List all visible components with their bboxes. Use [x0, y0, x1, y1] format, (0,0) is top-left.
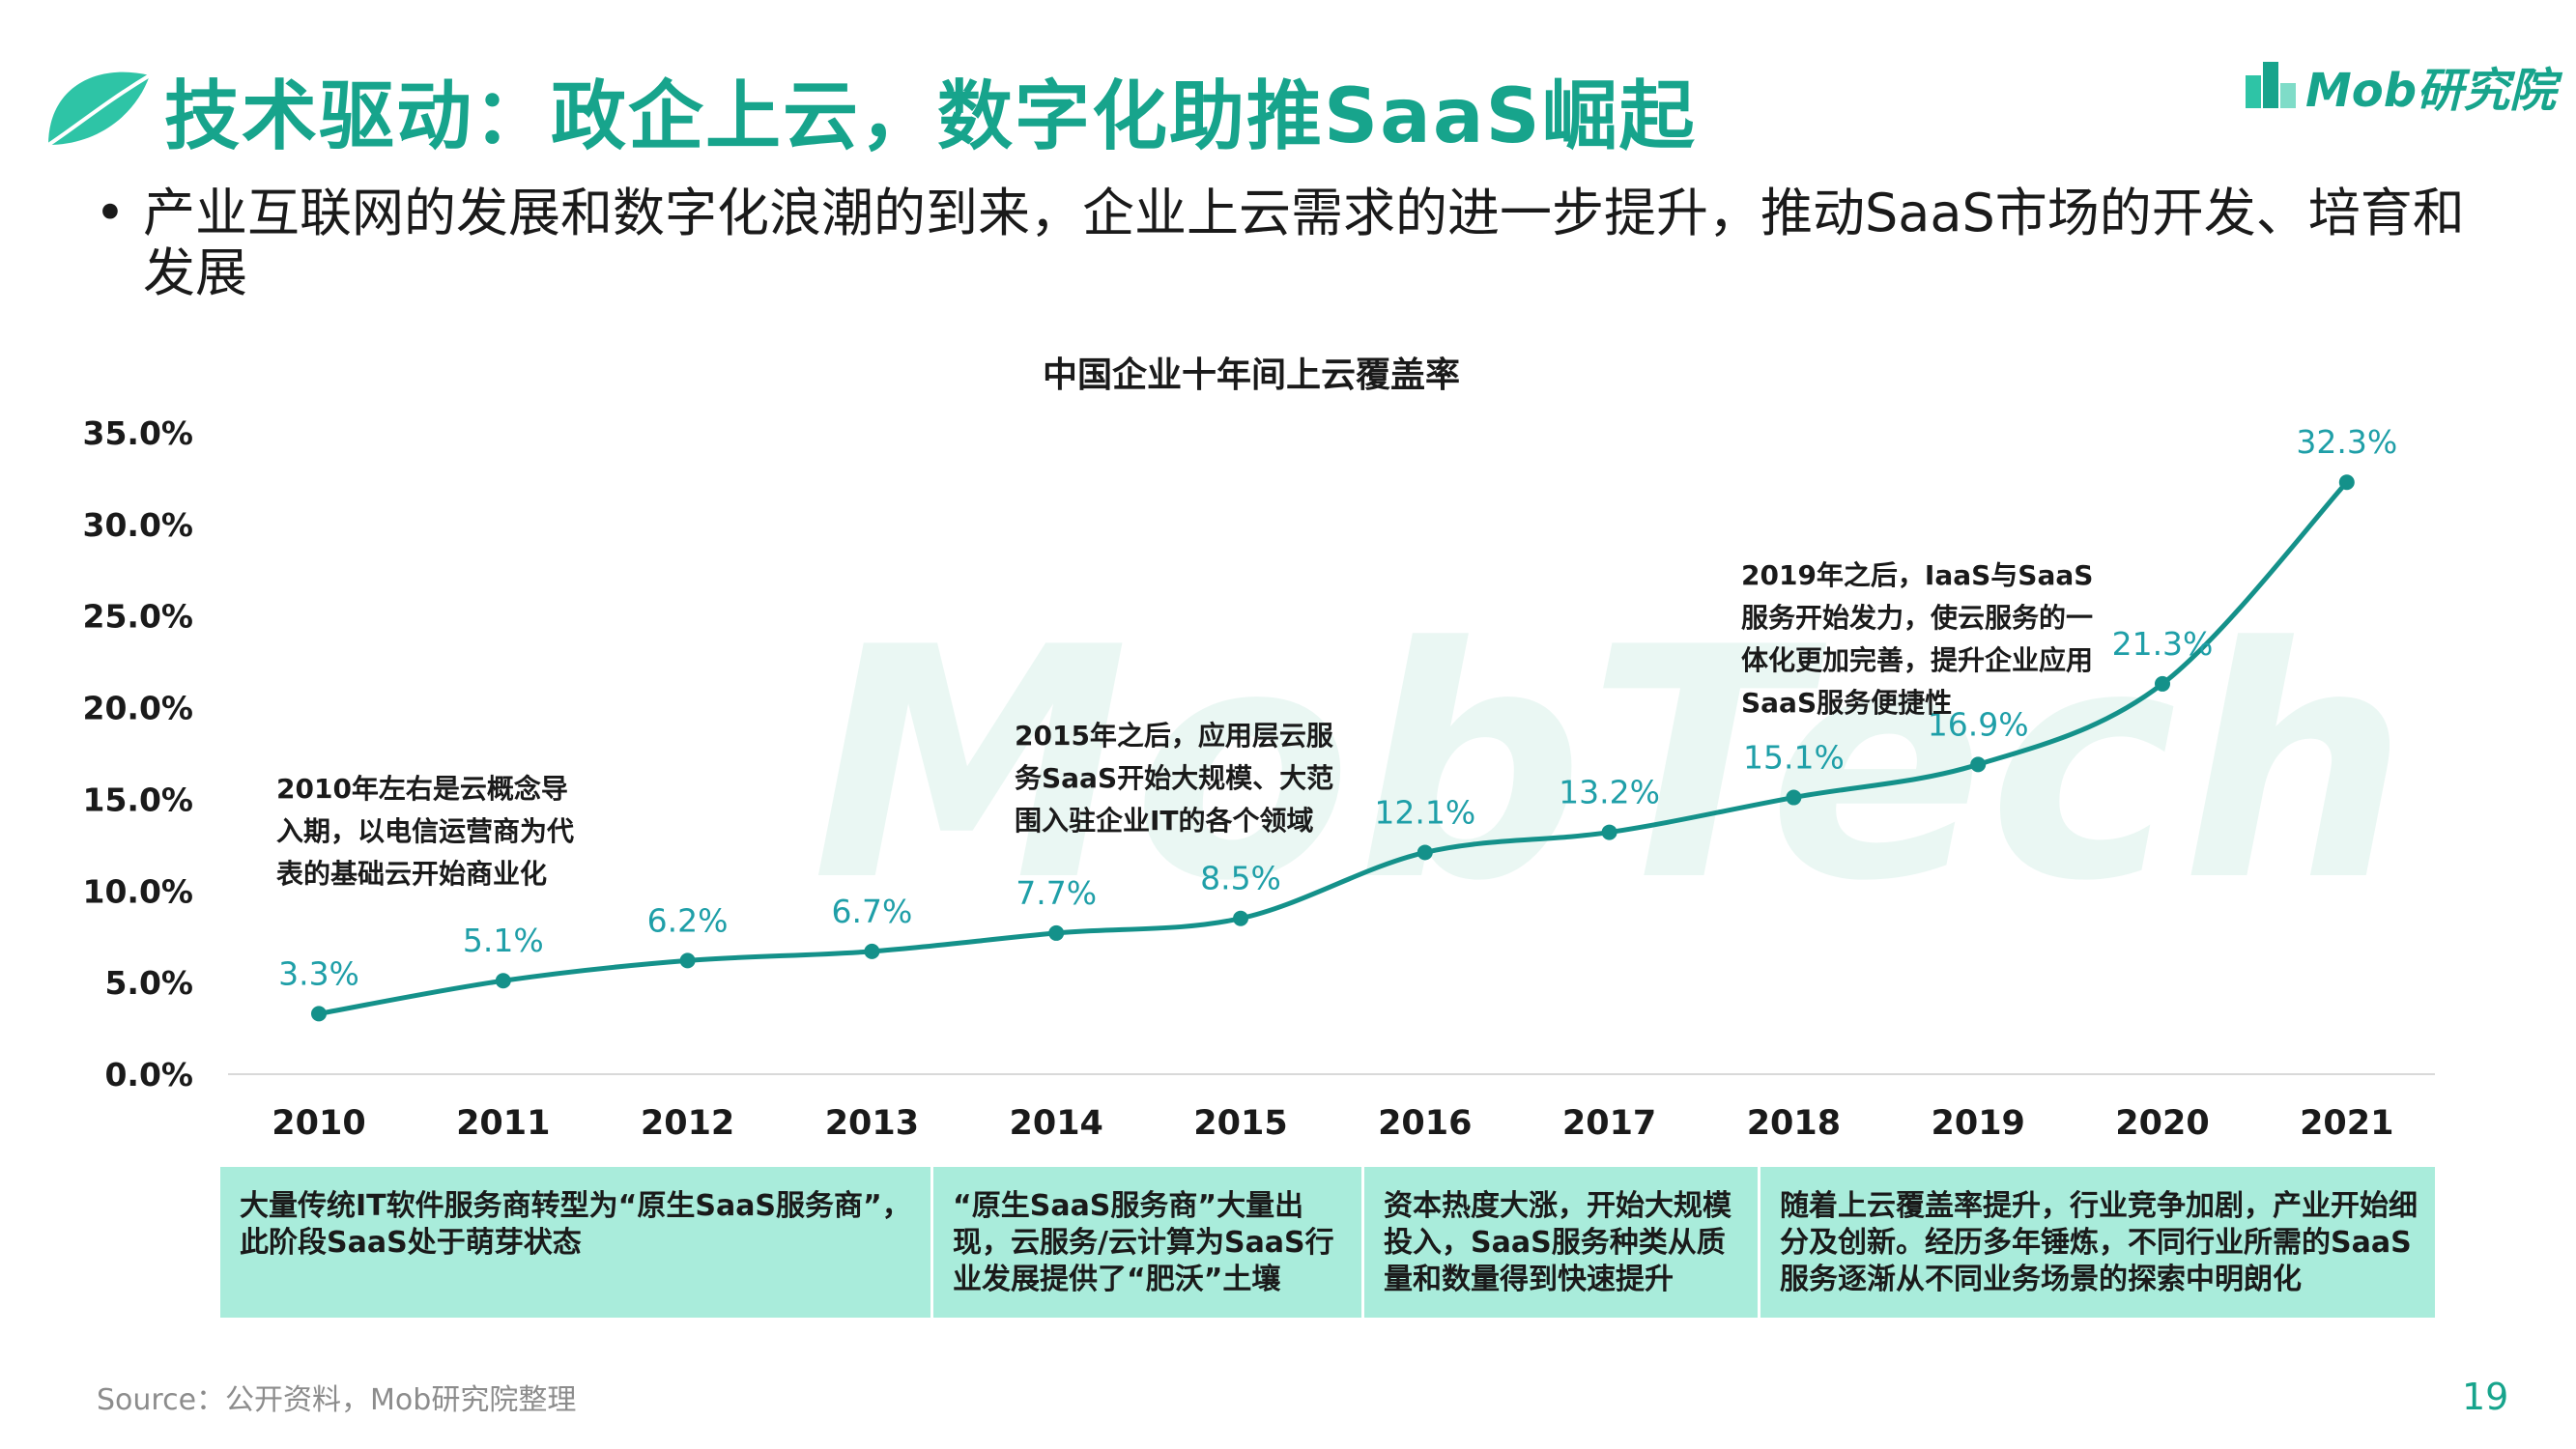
data-point-2015 [1233, 910, 1248, 926]
value-label-2016: 12.1% [1374, 793, 1475, 831]
x-axis-ticks: 2010 2011 2012 2013 2014 2015 2016 2017 2018 2019… [272, 1104, 2393, 1143]
watermark-text: MobTech [812, 580, 2413, 951]
value-label-2017: 13.2% [1559, 774, 1660, 811]
x-tick-label: 2018 [1747, 1104, 1841, 1143]
y-tick-label: 15.0% [83, 781, 194, 818]
value-label-2019: 16.9% [1928, 705, 2029, 743]
bullet-dot-icon: • [95, 183, 126, 243]
annotation-2019: 2019年之后，IaaS与SaaS服务开始发力，使云服务的一体化更加完善，提升企… [1741, 559, 2094, 719]
data-point-2019 [1970, 756, 1987, 773]
value-label-2011: 5.1% [463, 922, 544, 959]
stage-4: 随着上云覆盖率提升，行业竞争加剧，产业开始细分及创新。经历多年锤炼，不同行业所需… [1780, 1189, 2418, 1296]
stage-2: “原生SaaS服务商”大量出现，云服务/云计算为SaaS行业发展提供了“肥沃”土… [933, 1167, 1364, 1318]
logo-building-icon [2246, 62, 2296, 108]
value-label-2015: 8.5% [1200, 860, 1281, 897]
value-label-2012: 6.2% [647, 901, 729, 939]
data-point-2016 [1417, 844, 1433, 861]
data-point-2020 [2155, 675, 2170, 692]
x-tick-label: 2014 [1009, 1104, 1102, 1143]
data-point-2012 [679, 952, 696, 969]
coverage-line-chart: 中国企业十年间上云覆盖率 0.0% 5.0% 10.0% 15.0% 20.0% 25.0… [83, 355, 2435, 1143]
y-tick-label: 5.0% [104, 964, 193, 1002]
data-point-2013 [864, 943, 880, 959]
x-tick-label: 2010 [272, 1104, 365, 1143]
page-title: 技术驱动：政企上云，数字化助推SaaS崛起 [164, 73, 1697, 160]
bullet-text: 产业互联网的发展和数字化浪潮的到来，企业上云需求的进一步提升，推动SaaS市场的… [143, 183, 2465, 303]
stage-band: 大量传统IT软件服务商转型为“原生SaaS服务商”，此阶段SaaS处于萌芽状态 … [220, 1167, 2435, 1318]
value-label-2020: 21.3% [2112, 625, 2214, 663]
data-point-2018 [1786, 789, 1802, 806]
data-point-2010 [311, 1006, 327, 1022]
chart-title: 中国企业十年间上云覆盖率 [1043, 355, 1460, 395]
x-tick-label: 2013 [825, 1104, 919, 1143]
page-number: 19 [2462, 1376, 2509, 1418]
value-label-2014: 7.7% [1016, 874, 1097, 912]
y-tick-label: 10.0% [83, 872, 194, 910]
y-tick-label: 20.0% [83, 690, 194, 727]
x-tick-label: 2015 [1193, 1104, 1287, 1143]
x-tick-label: 2017 [1562, 1104, 1656, 1143]
x-tick-label: 2021 [2300, 1104, 2393, 1143]
data-point-2017 [1601, 824, 1617, 840]
y-tick-label: 35.0% [83, 414, 194, 452]
x-tick-label: 2020 [2115, 1104, 2209, 1143]
title-leaf-icon [46, 71, 152, 147]
series-points [311, 474, 2355, 1022]
data-point-2011 [495, 973, 511, 989]
y-axis-ticks: 0.0% 5.0% 10.0% 15.0% 20.0% 25.0% 30.0% 35.0% [83, 414, 194, 1094]
stage-1: 大量传统IT软件服务商转型为“原生SaaS服务商”，此阶段SaaS处于萌芽状态 [220, 1167, 933, 1318]
data-point-2021 [2338, 474, 2355, 491]
x-tick-label: 2012 [641, 1104, 734, 1143]
logo-text: Mob研究院 [2305, 64, 2557, 118]
x-tick-label: 2019 [1931, 1104, 2024, 1143]
value-label-2013: 6.7% [831, 893, 912, 930]
x-tick-label: 2016 [1378, 1104, 1472, 1143]
y-tick-label: 25.0% [83, 598, 194, 636]
x-tick-label: 2011 [456, 1104, 550, 1143]
series-line [318, 480, 2349, 1016]
y-tick-label: 30.0% [83, 506, 194, 544]
y-tick-label: 0.0% [104, 1056, 193, 1094]
data-point-2014 [1048, 924, 1065, 941]
value-label-2018: 15.1% [1743, 739, 1845, 777]
annotation-2010: 2010年左右是云概念导入期，以电信运营商为代表的基础云开始商业化 [276, 773, 575, 890]
value-label-2010: 3.3% [278, 954, 359, 992]
value-label-2021: 32.3% [2296, 423, 2397, 461]
annotation-2015: 2015年之后，应用层云服务SaaS开始大规模、大范围入驻企业IT的各个领域 [1015, 720, 1334, 837]
value-labels: 3.3% 5.1% 6.2% 6.7% 7.7% 8.5% 12.1% 13.2% 15.1% 1… [278, 423, 2397, 992]
stage-3: 资本热度大涨，开始大规模投入，SaaS服务种类从质量和数量得到快速提升 [1364, 1167, 1760, 1318]
source-note: Source：公开资料，Mob研究院整理 [97, 1383, 577, 1417]
